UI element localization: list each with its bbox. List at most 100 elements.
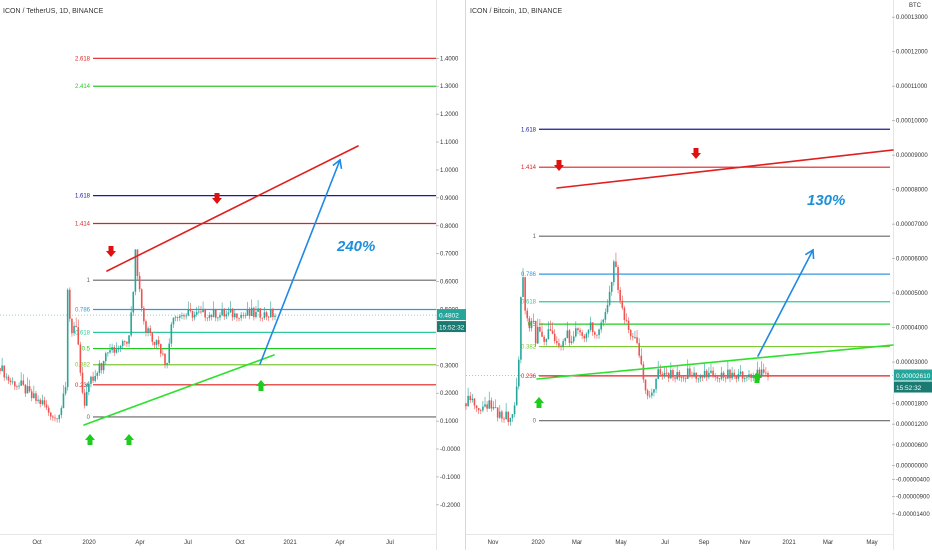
x-tick-label: Sep xyxy=(699,540,710,546)
candle-body xyxy=(217,317,219,319)
time-tag-text: 15:52:32 xyxy=(439,325,465,332)
candle-body xyxy=(113,347,116,353)
candle-body xyxy=(758,369,761,377)
candle-body xyxy=(627,320,630,330)
candle-body xyxy=(575,328,577,337)
candle-body xyxy=(501,411,503,419)
candle-body xyxy=(62,393,65,409)
candle-body xyxy=(617,267,619,290)
candle-body xyxy=(119,345,122,349)
candle-body xyxy=(587,329,590,334)
candle-body xyxy=(534,321,537,344)
fib-level-label: 0 xyxy=(87,415,91,421)
y-tick-label: 0.00005000 xyxy=(896,291,928,297)
resistance-trendline xyxy=(556,149,894,189)
candle-body xyxy=(615,261,617,268)
candle-body xyxy=(88,383,90,392)
candle-body xyxy=(212,309,215,317)
x-tick-label: 2021 xyxy=(782,540,796,546)
candle-body xyxy=(267,316,270,318)
candle-body xyxy=(714,375,717,378)
up-arrow-marker xyxy=(85,434,95,445)
candle-body xyxy=(149,328,151,334)
candle-body xyxy=(537,326,539,344)
candle-body xyxy=(494,406,497,408)
candle-body xyxy=(236,313,238,318)
candle-body xyxy=(255,311,257,317)
candle-body xyxy=(136,249,139,276)
y-tick-label: 1.0000 xyxy=(440,168,459,174)
x-tick-label: May xyxy=(866,540,877,546)
candle-body xyxy=(556,341,558,344)
candle-body xyxy=(722,372,725,378)
y-tick-label: 0.00007000 xyxy=(896,222,928,228)
x-tick-label: Nov xyxy=(740,540,751,546)
x-tick-label: Oct xyxy=(32,540,42,546)
candle-body xyxy=(648,395,651,397)
candle-body xyxy=(128,335,130,344)
candle-body xyxy=(727,369,729,379)
candle-body xyxy=(164,353,166,365)
candle-body xyxy=(541,331,543,337)
candle-body xyxy=(667,373,670,379)
candle-body xyxy=(589,322,592,330)
candle-body xyxy=(185,315,187,317)
candle-body xyxy=(0,368,1,371)
candle-body xyxy=(96,372,99,376)
candle-body xyxy=(560,345,562,347)
candle-body xyxy=(272,309,274,317)
candle-body xyxy=(708,372,710,378)
candle-body xyxy=(724,377,727,379)
candle-body xyxy=(655,378,657,390)
candle-body xyxy=(162,353,164,355)
candle-body xyxy=(471,398,474,401)
chart1-gain-annotation: 240% xyxy=(336,238,375,255)
x-tick-label: 2020 xyxy=(82,540,96,546)
arrow-head xyxy=(804,248,815,260)
candle-body xyxy=(274,315,276,317)
y-tick-label: 0.00006000 xyxy=(896,257,928,263)
y-tick-label: 0.8000 xyxy=(440,224,459,230)
candle-body xyxy=(240,315,242,318)
candle-body xyxy=(653,389,655,393)
candles xyxy=(0,249,276,423)
candle-body xyxy=(111,347,113,351)
candle-body xyxy=(486,404,488,409)
candle-body xyxy=(465,403,467,407)
candle-body xyxy=(83,392,86,406)
y-tick-label: 1.2000 xyxy=(440,112,459,118)
y-tick-label: 0.00000000 xyxy=(896,464,928,470)
candle-body xyxy=(66,289,69,388)
candle-body xyxy=(629,329,632,337)
candle-body xyxy=(16,386,18,388)
candle-body xyxy=(64,387,67,394)
candle-body xyxy=(748,374,750,378)
y-tick-label: -0.1000 xyxy=(440,475,461,481)
y-tick-label: 0.7000 xyxy=(440,252,459,258)
y-tick-label: 0.00003000 xyxy=(896,360,928,366)
candle-body xyxy=(261,317,264,319)
candle-body xyxy=(104,353,107,362)
x-tick-label: Apr xyxy=(335,540,344,546)
candle-body xyxy=(606,304,609,313)
y-tick-label: 1.4000 xyxy=(440,56,459,62)
candle-body xyxy=(661,374,664,377)
candle-body xyxy=(58,414,61,420)
candle-body xyxy=(214,309,217,318)
y-tick-label: 1.3000 xyxy=(440,84,459,90)
fib-level-label: 1.618 xyxy=(75,194,91,200)
candle-body xyxy=(94,375,96,381)
candle-body xyxy=(743,377,746,379)
y-tick-label: 1.1000 xyxy=(440,140,459,146)
candle-body xyxy=(490,400,493,409)
candle-body xyxy=(526,310,529,319)
candle-body xyxy=(248,309,251,316)
candle-body xyxy=(56,418,58,420)
projection-arrow xyxy=(757,249,814,357)
candle-body xyxy=(735,375,738,379)
candle-body xyxy=(269,309,272,318)
candle-body xyxy=(41,400,44,404)
candle-body xyxy=(498,411,501,418)
candle-body xyxy=(539,326,541,332)
chart2-title: ICON / Bitcoin, 1D, BINANCE xyxy=(470,8,563,15)
